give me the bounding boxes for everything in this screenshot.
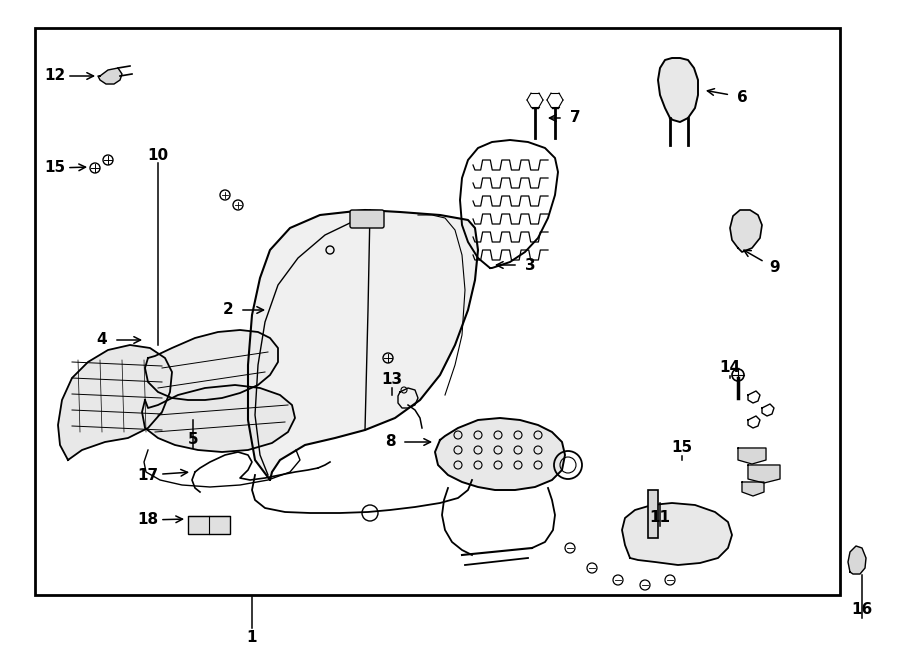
Text: 8: 8 bbox=[384, 434, 395, 449]
Text: 4: 4 bbox=[96, 332, 107, 348]
Polygon shape bbox=[58, 345, 172, 460]
Bar bbox=[648, 490, 658, 538]
Text: 1: 1 bbox=[247, 631, 257, 646]
Polygon shape bbox=[730, 210, 762, 252]
Polygon shape bbox=[98, 68, 122, 84]
Text: 10: 10 bbox=[148, 147, 168, 163]
Polygon shape bbox=[658, 58, 698, 122]
Text: 12: 12 bbox=[44, 69, 66, 83]
Text: 9: 9 bbox=[770, 260, 780, 276]
Text: 5: 5 bbox=[188, 432, 198, 447]
Polygon shape bbox=[748, 465, 780, 483]
Text: 15: 15 bbox=[671, 440, 693, 455]
Text: 7: 7 bbox=[570, 110, 580, 126]
Text: 18: 18 bbox=[138, 512, 158, 527]
Polygon shape bbox=[145, 330, 278, 400]
Polygon shape bbox=[248, 210, 478, 480]
Bar bbox=[35, 28, 840, 595]
Polygon shape bbox=[142, 385, 295, 452]
FancyBboxPatch shape bbox=[350, 210, 384, 228]
Text: 11: 11 bbox=[650, 510, 670, 525]
Text: 17: 17 bbox=[138, 467, 158, 483]
Polygon shape bbox=[435, 418, 565, 490]
Text: 6: 6 bbox=[736, 89, 747, 104]
Polygon shape bbox=[738, 448, 766, 464]
Text: 2: 2 bbox=[222, 303, 233, 317]
Text: 15: 15 bbox=[44, 161, 66, 176]
Text: 14: 14 bbox=[719, 360, 741, 375]
Polygon shape bbox=[622, 503, 732, 565]
Text: 16: 16 bbox=[851, 602, 873, 617]
Bar bbox=[188, 516, 230, 534]
Polygon shape bbox=[848, 546, 866, 574]
Text: 13: 13 bbox=[382, 373, 402, 387]
Polygon shape bbox=[742, 482, 764, 496]
Text: 3: 3 bbox=[525, 258, 535, 272]
